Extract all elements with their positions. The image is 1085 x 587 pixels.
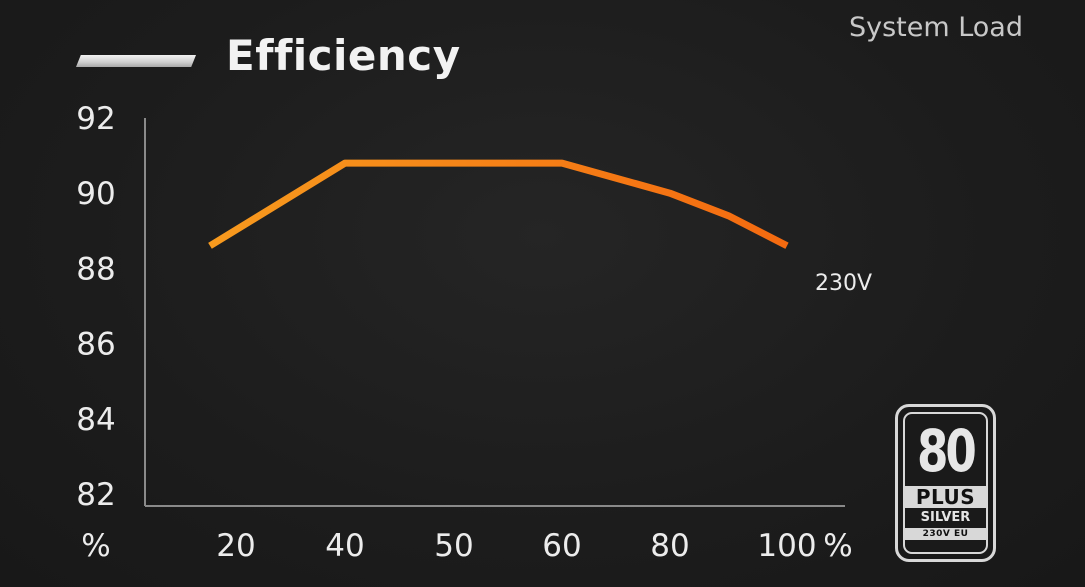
chart-title: Efficiency [226, 31, 461, 80]
80-plus-silver-badge: 80 PLUS SILVER 230V EU [895, 404, 996, 562]
y-tick-label: 86 [76, 327, 115, 363]
y-unit-label: % [81, 528, 110, 564]
badge-number: 80 [917, 417, 977, 485]
legend-label: System Load [848, 12, 1023, 43]
badge-plus: PLUS [905, 486, 986, 508]
badge-region: 230V EU [905, 528, 986, 540]
badge-frame: 80 PLUS SILVER 230V EU [903, 412, 988, 554]
y-tick-label: 88 [76, 251, 115, 287]
y-tick-label: 82 [76, 477, 115, 513]
x-tick-label: 40 [325, 528, 364, 564]
x-tick-label: 60 [542, 528, 581, 564]
title-swatch [76, 55, 196, 67]
x-tick-label: 20 [216, 528, 255, 564]
x-tick-label: 50 [434, 528, 473, 564]
y-tick-label: 92 [76, 101, 115, 137]
series-label-230v: 230V [815, 271, 872, 296]
x-tick-label: 80 [650, 528, 689, 564]
y-tick-label: 90 [76, 176, 115, 212]
y-tick-label: 84 [76, 402, 115, 438]
badge-tier: SILVER [920, 510, 971, 525]
x-tick-label: 100 [757, 528, 816, 564]
series-line-230v [208, 159, 789, 249]
x-unit-label: % [823, 528, 852, 564]
